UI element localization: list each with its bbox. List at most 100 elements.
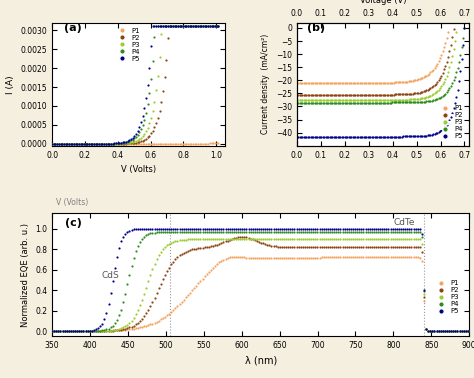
P5 [201, 226, 209, 232]
P1 [435, 58, 442, 64]
P2 [424, 328, 432, 334]
P5 [86, 328, 93, 334]
P3 [378, 97, 385, 103]
P3 [323, 97, 331, 103]
P1 [198, 141, 205, 147]
P3 [362, 236, 369, 242]
P1 [389, 79, 396, 85]
P5 [401, 133, 408, 139]
P3 [102, 141, 109, 147]
P1 [316, 254, 323, 260]
P3 [167, 23, 175, 29]
P2 [167, 23, 175, 29]
P5 [151, 23, 158, 29]
P2 [316, 244, 323, 250]
P1 [171, 141, 178, 147]
P5 [178, 23, 185, 29]
P1 [328, 254, 336, 260]
P1 [464, 328, 472, 334]
P2 [262, 241, 269, 247]
P4 [86, 328, 93, 334]
P1 [191, 285, 198, 291]
P2 [94, 141, 101, 147]
P5 [389, 133, 396, 139]
P4 [360, 99, 367, 105]
P3 [137, 135, 145, 141]
P4 [442, 91, 449, 97]
P5 [109, 141, 116, 147]
P5 [349, 226, 357, 232]
P5 [214, 23, 222, 29]
P2 [96, 328, 104, 334]
P5 [320, 133, 328, 139]
P1 [67, 141, 74, 147]
P5 [149, 23, 156, 29]
P2 [224, 238, 231, 244]
P1 [92, 141, 100, 147]
P3 [146, 120, 153, 126]
P1 [94, 141, 101, 147]
P4 [345, 229, 353, 235]
P4 [443, 328, 451, 334]
P1 [77, 141, 84, 147]
P4 [100, 141, 108, 147]
P2 [144, 134, 152, 140]
P5 [253, 226, 261, 232]
P2 [240, 234, 248, 240]
P1 [400, 79, 407, 85]
P5 [328, 133, 336, 139]
P1 [155, 318, 163, 324]
P2 [296, 91, 303, 98]
P3 [401, 236, 409, 242]
P3 [433, 328, 440, 334]
P3 [80, 141, 88, 147]
P4 [386, 99, 393, 105]
P3 [341, 236, 348, 242]
P3 [237, 236, 244, 242]
P3 [77, 141, 84, 147]
P3 [140, 291, 148, 297]
P1 [330, 254, 338, 260]
P3 [307, 97, 314, 103]
P4 [361, 99, 369, 105]
P4 [414, 229, 421, 235]
P2 [358, 91, 366, 98]
P1 [447, 328, 455, 334]
P4 [71, 328, 79, 334]
P2 [94, 328, 102, 334]
P1 [253, 255, 261, 261]
P5 [120, 139, 128, 145]
P5 [362, 226, 369, 232]
P4 [240, 229, 248, 235]
P1 [194, 141, 202, 147]
P2 [439, 328, 447, 334]
P2 [368, 244, 375, 250]
P1 [297, 80, 305, 86]
P1 [110, 141, 118, 147]
P1 [333, 80, 340, 86]
P1 [393, 254, 401, 260]
P3 [409, 96, 417, 102]
P1 [278, 255, 286, 261]
P5 [167, 23, 175, 29]
P1 [163, 312, 171, 318]
P1 [311, 254, 319, 260]
P1 [216, 259, 223, 265]
P5 [255, 226, 263, 232]
P1 [126, 326, 133, 332]
P5 [358, 133, 366, 139]
P2 [382, 91, 389, 98]
P2 [197, 245, 204, 251]
P5 [413, 133, 420, 139]
P1 [97, 141, 105, 147]
P5 [232, 226, 240, 232]
P1 [342, 80, 350, 86]
P1 [378, 80, 385, 86]
P4 [130, 255, 137, 261]
P5 [385, 226, 392, 232]
P1 [422, 327, 430, 333]
P4 [301, 229, 309, 235]
P2 [337, 244, 344, 250]
P5 [173, 226, 181, 232]
P1 [376, 254, 384, 260]
